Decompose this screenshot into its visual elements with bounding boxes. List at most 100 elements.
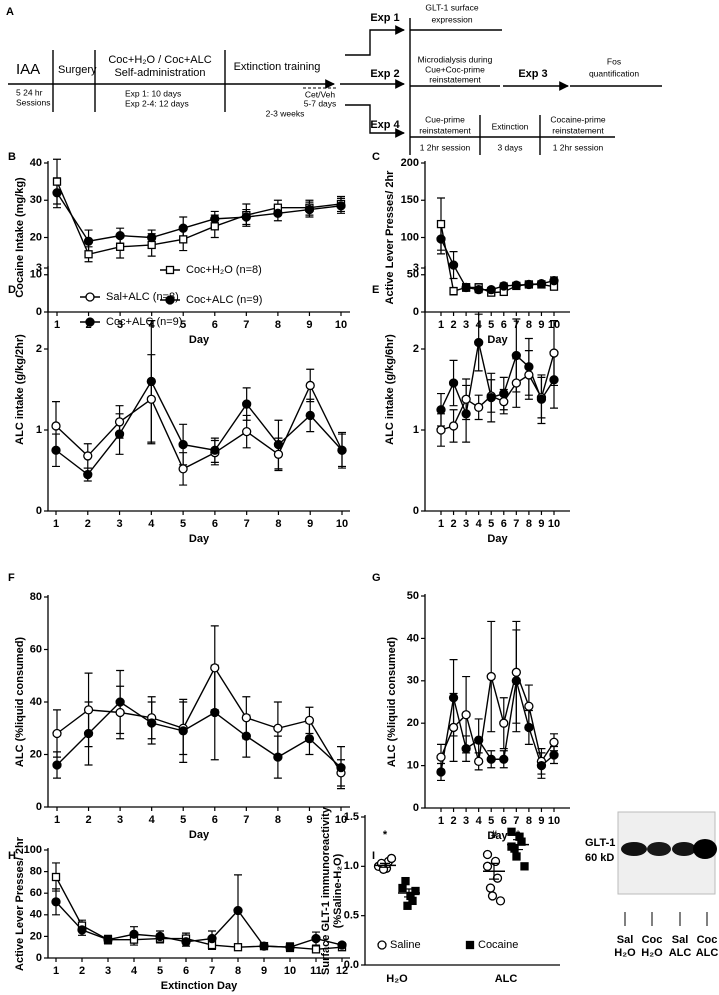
x-tick-label: 3 — [105, 965, 111, 977]
exp-text: reinstatement — [419, 125, 471, 135]
x-tick-label: 5 — [180, 814, 186, 826]
data-point — [115, 697, 125, 707]
data-point — [305, 380, 315, 391]
blot-band — [693, 839, 717, 859]
data-point — [83, 705, 94, 715]
sem-bar — [380, 862, 390, 868]
y-tick-label: 0 — [36, 505, 42, 517]
data-point — [499, 754, 509, 764]
timeline-diagram: A IAA 5 24 hr Sessions Surgery Coc+H₂O /… — [6, 2, 662, 155]
y-tick-label: 3 — [36, 262, 42, 274]
data-point — [549, 750, 559, 760]
data-point — [448, 421, 459, 431]
step-note: Exp 1: 10 days — [125, 88, 181, 98]
legend-marker — [85, 317, 95, 327]
y-tick-label: 30 — [407, 675, 419, 687]
x-tick-label: 4 — [149, 319, 156, 331]
exp-label: Exp 3 — [518, 68, 547, 80]
data-point — [511, 280, 521, 290]
x-axis-label: Day — [189, 533, 210, 545]
data-point — [273, 208, 283, 218]
y-tick-label: 60 — [30, 887, 42, 899]
y-tick-label: 0 — [413, 802, 419, 814]
y-tick-label: 10 — [407, 760, 419, 772]
legend-label: Coc+ALC (n=9) — [186, 294, 262, 306]
exp-text: reinstatement — [552, 125, 604, 135]
data-point — [461, 394, 471, 404]
x-tick-label: 7 — [243, 319, 249, 331]
series-line — [56, 701, 342, 769]
legend-marker — [465, 940, 475, 950]
exp-text: quantification — [589, 68, 639, 78]
data-point — [549, 348, 559, 358]
y-tick-label: 0 — [36, 306, 42, 318]
blot-band — [672, 842, 696, 856]
data-point — [337, 445, 347, 455]
data-point — [386, 853, 397, 864]
data-point — [336, 762, 346, 773]
lane-label: Coc — [642, 934, 663, 946]
x-axis-label: Day — [487, 830, 508, 842]
data-point — [499, 388, 509, 399]
legend-label: Saline — [390, 939, 421, 951]
legend-marker — [165, 265, 175, 275]
data-point — [51, 421, 61, 431]
exp-note: 3 days — [497, 142, 522, 152]
exp-note: 1 2hr session — [420, 142, 471, 152]
data-point — [178, 726, 188, 736]
data-point — [486, 284, 496, 295]
y-axis-label: ALC intake (g/kg/6hr) — [384, 334, 396, 445]
x-tick-label: 4 — [476, 815, 483, 827]
y-tick-label: 20 — [30, 231, 42, 243]
series-line — [56, 192, 342, 242]
data-point — [241, 713, 251, 723]
exp-text: Fos — [607, 56, 621, 66]
data-point — [241, 731, 251, 741]
y-tick-label: 150 — [401, 194, 419, 206]
data-point — [77, 925, 87, 935]
y-tick-label: 40 — [30, 157, 42, 169]
data-point — [337, 940, 347, 950]
data-point — [401, 876, 410, 886]
x-tick-label: 6 — [501, 815, 507, 827]
y-tick-label: 1.5 — [344, 811, 359, 823]
panel-letter: F — [8, 572, 15, 584]
data-point — [486, 392, 496, 403]
x-tick-label: 9 — [307, 518, 313, 530]
data-point — [210, 214, 220, 224]
lane-label: ALC — [696, 947, 719, 959]
x-tick-label: 6 — [212, 319, 218, 331]
x-axis-label: Day — [189, 334, 210, 346]
x-tick-label: 1 — [438, 319, 444, 331]
lane-label: Sal — [672, 934, 689, 946]
x-tick-label: 1 — [53, 965, 59, 977]
y-tick-label: 1.0 — [344, 860, 359, 872]
data-point — [210, 222, 219, 231]
sem-bar — [489, 862, 499, 880]
axis — [424, 161, 570, 313]
panel-letter: B — [8, 151, 16, 163]
x-tick-label: 4 — [131, 965, 138, 977]
data-point — [398, 883, 407, 893]
legend-label: Coc+ALC (n=9) — [106, 316, 182, 328]
x-tick-label: 9 — [538, 518, 544, 530]
x-tick-label: 10 — [336, 518, 348, 530]
x-tick-label: 5 — [488, 815, 494, 827]
data-point — [536, 760, 547, 771]
data-point — [411, 886, 420, 896]
blot-label: GLT-1 — [585, 837, 615, 849]
x-tick-label: 5 — [180, 518, 186, 530]
x-tick-label: 7 — [513, 815, 519, 827]
data-point — [52, 177, 62, 186]
timeline-dividers — [52, 50, 226, 112]
x-tick-label: 4 — [476, 518, 483, 530]
data-point — [210, 707, 220, 718]
data-point — [84, 250, 93, 259]
sem-bar — [404, 888, 414, 898]
data-point — [436, 752, 446, 762]
data-point — [179, 235, 188, 244]
exp-text: Cue-prime — [425, 114, 465, 124]
x-tick-label: 7 — [243, 814, 249, 826]
x-tick-label: 3 — [117, 814, 123, 826]
panel-letter: G — [372, 572, 381, 584]
